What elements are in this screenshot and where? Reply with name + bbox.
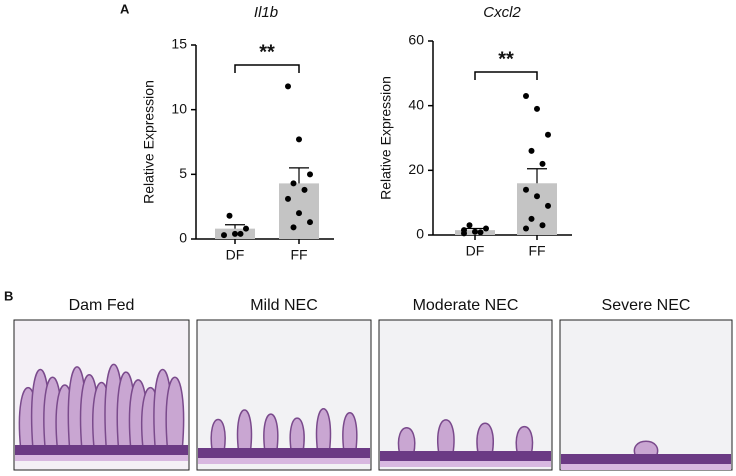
data-point (545, 131, 551, 138)
villus (515, 426, 534, 455)
chart-title: Cxcl2 (483, 4, 521, 21)
villus (263, 413, 279, 452)
data-point (301, 186, 308, 193)
data-point (285, 83, 291, 90)
y-tick-label: 5 (179, 165, 187, 181)
data-point (285, 195, 291, 202)
data-point (466, 222, 473, 229)
data-point (539, 222, 546, 229)
histology-image (13, 319, 190, 471)
y-tick-label: 20 (408, 161, 424, 177)
data-point (523, 186, 529, 193)
data-point (523, 92, 529, 99)
data-point (461, 227, 467, 234)
villus (342, 412, 358, 452)
y-tick-label: 0 (416, 226, 424, 242)
histology-image (559, 319, 733, 471)
villus (315, 407, 332, 452)
image-label: Mild NEC (250, 297, 318, 314)
image-bg (196, 319, 372, 471)
muscularis (15, 455, 188, 461)
y-axis-label: Relative Expression (378, 76, 394, 200)
x-tick-label: FF (528, 243, 545, 259)
villus (397, 427, 416, 455)
data-point (290, 224, 297, 231)
y-axis-label: Relative Expression (141, 80, 157, 204)
y-tick-label: 10 (171, 100, 187, 116)
data-point (545, 202, 551, 209)
data-point (296, 136, 302, 143)
y-tick-label: 15 (171, 36, 187, 52)
panel-label: B (4, 288, 13, 303)
mucosa (198, 448, 370, 458)
y-tick-label: 60 (408, 32, 424, 48)
mucosa (15, 445, 188, 455)
significance: ** (498, 48, 514, 70)
data-point (232, 230, 238, 237)
villus (289, 417, 305, 452)
data-point (477, 229, 484, 236)
data-point (472, 228, 478, 235)
data-point (290, 180, 297, 187)
mucosa (561, 454, 731, 464)
muscularis (380, 461, 551, 467)
image-label: Moderate NEC (413, 297, 519, 314)
significance: ** (259, 41, 275, 63)
data-point (237, 230, 244, 237)
mucosa (380, 451, 551, 461)
data-point (296, 210, 302, 217)
villus (437, 419, 455, 455)
image-label: Severe NEC (602, 297, 691, 314)
y-tick-label: 0 (179, 230, 187, 246)
villus (165, 376, 185, 449)
data-point (226, 212, 233, 219)
data-point (534, 193, 540, 200)
muscularis (561, 464, 731, 470)
villus (236, 409, 253, 452)
image-label: Dam Fed (69, 297, 135, 314)
data-point (307, 219, 313, 226)
x-tick-label: DF (466, 243, 485, 259)
data-point (221, 232, 227, 239)
histology-image (378, 319, 553, 471)
data-point (528, 147, 535, 154)
data-point (528, 215, 535, 222)
histology-image (196, 319, 372, 471)
data-point (483, 225, 489, 232)
chart-title: Il1b (254, 4, 278, 21)
y-tick-label: 40 (408, 96, 424, 112)
bar (517, 183, 557, 235)
data-point (243, 225, 249, 232)
significance-bracket (234, 64, 300, 73)
muscularis (198, 458, 370, 464)
data-point (523, 225, 529, 232)
panel-label: A (120, 1, 130, 16)
x-tick-label: DF (226, 247, 245, 263)
villus (210, 419, 226, 452)
data-point (307, 171, 313, 178)
data-point (534, 105, 540, 112)
x-tick-label: FF (290, 247, 307, 263)
data-point (539, 160, 546, 167)
significance-bracket (474, 71, 538, 80)
villus (476, 422, 494, 455)
